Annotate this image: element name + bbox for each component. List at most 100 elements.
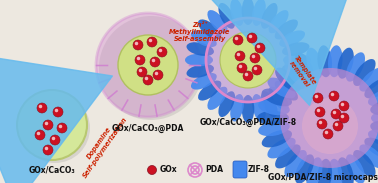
Circle shape bbox=[335, 123, 338, 126]
Ellipse shape bbox=[252, 0, 266, 26]
Ellipse shape bbox=[346, 52, 365, 82]
Circle shape bbox=[20, 93, 90, 163]
Circle shape bbox=[143, 75, 153, 85]
Ellipse shape bbox=[261, 91, 277, 117]
Circle shape bbox=[257, 45, 260, 48]
Circle shape bbox=[315, 95, 318, 98]
Circle shape bbox=[281, 69, 378, 167]
Circle shape bbox=[252, 65, 262, 75]
Text: Template
removal: Template removal bbox=[287, 54, 317, 90]
Circle shape bbox=[52, 137, 55, 140]
Ellipse shape bbox=[306, 48, 322, 79]
Circle shape bbox=[239, 65, 242, 68]
Circle shape bbox=[302, 98, 358, 154]
Circle shape bbox=[237, 53, 240, 56]
Circle shape bbox=[145, 77, 148, 80]
Circle shape bbox=[255, 43, 265, 53]
Ellipse shape bbox=[186, 64, 214, 78]
Circle shape bbox=[39, 105, 42, 108]
Ellipse shape bbox=[284, 150, 307, 177]
Ellipse shape bbox=[338, 157, 354, 183]
Circle shape bbox=[150, 57, 160, 67]
Ellipse shape bbox=[191, 73, 217, 89]
Ellipse shape bbox=[191, 30, 217, 47]
Ellipse shape bbox=[198, 19, 222, 40]
Circle shape bbox=[96, 13, 200, 117]
Circle shape bbox=[206, 18, 290, 102]
Ellipse shape bbox=[267, 138, 296, 158]
Circle shape bbox=[247, 33, 257, 43]
Text: GOx/PDA/ZIF-8 microcapsule: GOx/PDA/ZIF-8 microcapsule bbox=[268, 173, 378, 182]
Circle shape bbox=[147, 37, 157, 47]
Ellipse shape bbox=[295, 52, 314, 82]
Ellipse shape bbox=[252, 94, 266, 122]
Ellipse shape bbox=[364, 138, 378, 158]
Circle shape bbox=[331, 109, 341, 119]
Ellipse shape bbox=[186, 42, 214, 56]
Ellipse shape bbox=[353, 150, 376, 177]
Ellipse shape bbox=[218, 3, 235, 29]
Ellipse shape bbox=[268, 10, 288, 33]
Ellipse shape bbox=[353, 59, 376, 86]
Circle shape bbox=[45, 147, 48, 150]
Text: PDA: PDA bbox=[205, 165, 223, 175]
FancyBboxPatch shape bbox=[233, 161, 247, 178]
Circle shape bbox=[139, 69, 142, 72]
Ellipse shape bbox=[359, 68, 378, 92]
Circle shape bbox=[55, 109, 58, 112]
Circle shape bbox=[325, 131, 328, 134]
Circle shape bbox=[333, 121, 343, 131]
Circle shape bbox=[137, 57, 140, 60]
Ellipse shape bbox=[258, 100, 290, 115]
Ellipse shape bbox=[275, 144, 301, 168]
Circle shape bbox=[341, 115, 344, 118]
Circle shape bbox=[333, 111, 336, 114]
Circle shape bbox=[45, 122, 48, 125]
Ellipse shape bbox=[282, 42, 310, 56]
Ellipse shape bbox=[261, 3, 277, 29]
Text: GOx/CaCO₃@PDA: GOx/CaCO₃@PDA bbox=[112, 123, 184, 132]
Ellipse shape bbox=[306, 157, 322, 183]
Ellipse shape bbox=[208, 10, 228, 33]
Circle shape bbox=[254, 67, 257, 70]
Circle shape bbox=[37, 132, 40, 135]
Circle shape bbox=[206, 18, 290, 102]
Circle shape bbox=[317, 109, 320, 112]
Ellipse shape bbox=[359, 144, 378, 168]
Ellipse shape bbox=[230, 94, 244, 122]
Circle shape bbox=[243, 71, 253, 81]
Circle shape bbox=[339, 101, 349, 111]
Circle shape bbox=[323, 129, 333, 139]
Circle shape bbox=[137, 67, 147, 77]
Ellipse shape bbox=[262, 130, 292, 147]
Ellipse shape bbox=[198, 81, 222, 101]
Ellipse shape bbox=[242, 95, 254, 123]
Ellipse shape bbox=[328, 45, 342, 77]
Circle shape bbox=[155, 72, 158, 75]
Ellipse shape bbox=[185, 54, 213, 66]
Circle shape bbox=[341, 103, 344, 106]
Circle shape bbox=[118, 35, 178, 95]
Ellipse shape bbox=[275, 68, 301, 92]
Ellipse shape bbox=[328, 159, 342, 183]
Ellipse shape bbox=[295, 154, 314, 183]
Circle shape bbox=[235, 51, 245, 61]
Ellipse shape bbox=[262, 89, 292, 106]
Ellipse shape bbox=[338, 48, 354, 79]
Circle shape bbox=[43, 145, 53, 155]
Text: Zn²⁺
Methylimidazole
Self-assembly: Zn²⁺ Methylimidazole Self-assembly bbox=[169, 22, 231, 42]
Ellipse shape bbox=[230, 0, 244, 26]
Ellipse shape bbox=[284, 59, 307, 86]
Ellipse shape bbox=[318, 159, 332, 183]
Ellipse shape bbox=[370, 121, 378, 136]
Text: GOx/CaCO₃@PDA/ZIF-8: GOx/CaCO₃@PDA/ZIF-8 bbox=[200, 117, 297, 127]
Ellipse shape bbox=[275, 81, 298, 101]
Ellipse shape bbox=[279, 30, 305, 47]
Circle shape bbox=[329, 91, 339, 101]
Circle shape bbox=[319, 121, 322, 124]
Ellipse shape bbox=[257, 111, 289, 125]
Ellipse shape bbox=[275, 19, 298, 40]
Circle shape bbox=[280, 68, 378, 168]
Circle shape bbox=[220, 32, 276, 88]
Ellipse shape bbox=[283, 54, 311, 66]
